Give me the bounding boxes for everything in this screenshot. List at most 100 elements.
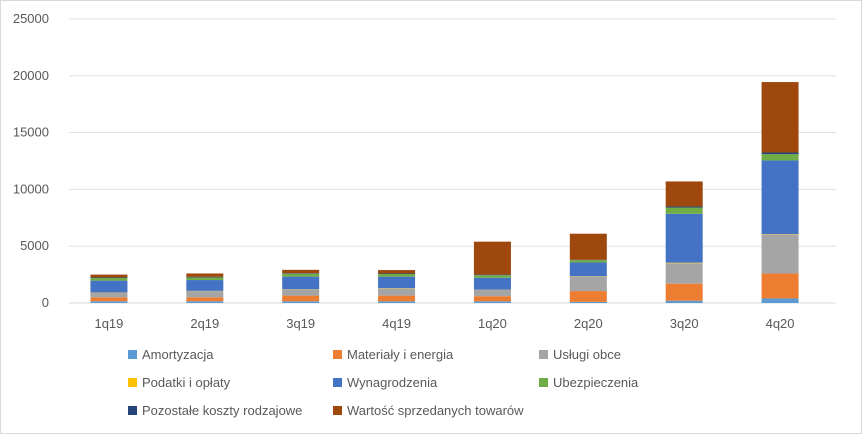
bar-segment bbox=[762, 152, 799, 154]
legend-item: Podatki i opłaty bbox=[128, 375, 231, 390]
x-axis-tick-labels: 1q19 2q19 3q19 4q19 1q20 2q20 3q20 4q20 bbox=[94, 316, 794, 331]
bar-segment bbox=[282, 301, 319, 303]
legend-item: Materiały i energia bbox=[333, 347, 454, 362]
y-tick-label: 15000 bbox=[13, 125, 49, 140]
legend-item: Usługi obce bbox=[539, 347, 621, 362]
bar-segment bbox=[570, 291, 607, 302]
bar-segment bbox=[762, 160, 799, 234]
legend-label: Materiały i energia bbox=[347, 347, 454, 362]
bar-segment bbox=[474, 275, 511, 276]
legend-swatch bbox=[333, 406, 342, 415]
legend-label: Amortyzacja bbox=[142, 347, 214, 362]
bar-segment bbox=[666, 181, 703, 206]
legend-label: Wynagrodzenia bbox=[347, 375, 438, 390]
legend-label: Ubezpieczenia bbox=[553, 375, 639, 390]
bar-segment bbox=[474, 242, 511, 275]
bar-segment bbox=[378, 273, 415, 274]
legend-item: Wynagrodzenia bbox=[333, 375, 438, 390]
bar-segment bbox=[90, 297, 127, 301]
x-tick-label: 3q20 bbox=[670, 316, 699, 331]
bar-segment bbox=[282, 274, 319, 277]
x-tick-label: 2q20 bbox=[574, 316, 603, 331]
bar-segment bbox=[474, 275, 511, 278]
bar-segment bbox=[90, 293, 127, 298]
bar-segment bbox=[282, 277, 319, 289]
bar-segment bbox=[666, 263, 703, 283]
bar-segment bbox=[570, 302, 607, 303]
legend-swatch bbox=[128, 350, 137, 359]
y-tick-label: 10000 bbox=[13, 181, 49, 196]
bar-segment bbox=[186, 273, 223, 276]
bar-segment bbox=[378, 296, 415, 302]
x-tick-label: 1q19 bbox=[94, 316, 123, 331]
bar-segment bbox=[186, 301, 223, 303]
bar-segment bbox=[90, 278, 127, 281]
bars bbox=[90, 82, 798, 303]
legend-swatch bbox=[128, 406, 137, 415]
legend-swatch bbox=[539, 350, 548, 359]
x-tick-label: 1q20 bbox=[478, 316, 507, 331]
bar-segment bbox=[186, 291, 223, 297]
bar-segment bbox=[90, 281, 127, 293]
bar-segment bbox=[474, 301, 511, 303]
legend: Amortyzacja Materiały i energia Usługi obc… bbox=[128, 347, 639, 418]
bar-segment bbox=[762, 273, 799, 298]
legend-label: Usługi obce bbox=[553, 347, 621, 362]
bar-segment bbox=[570, 260, 607, 262]
x-tick-label: 3q19 bbox=[286, 316, 315, 331]
legend-label: Pozostałe koszty rodzajowe bbox=[142, 403, 302, 418]
bar-segment bbox=[282, 289, 319, 295]
legend-label: Wartość sprzedanych towarów bbox=[347, 403, 524, 418]
bar-segment bbox=[186, 277, 223, 280]
y-tick-label: 20000 bbox=[13, 68, 49, 83]
bar-segment bbox=[762, 298, 799, 303]
legend-swatch bbox=[128, 378, 137, 387]
gridlines bbox=[69, 19, 836, 303]
legend-item: Wartość sprzedanych towarów bbox=[333, 403, 524, 418]
x-tick-label: 2q19 bbox=[190, 316, 219, 331]
bar-segment bbox=[666, 263, 703, 264]
bar-segment bbox=[762, 82, 799, 152]
bar-segment bbox=[282, 273, 319, 274]
x-tick-label: 4q20 bbox=[766, 316, 795, 331]
legend-swatch bbox=[333, 378, 342, 387]
bar-segment bbox=[282, 270, 319, 273]
bar-segment bbox=[378, 270, 415, 273]
bar-segment bbox=[666, 301, 703, 303]
y-tick-label: 25000 bbox=[13, 11, 49, 26]
bar-segment bbox=[570, 262, 607, 276]
legend-swatch bbox=[539, 378, 548, 387]
bar-segment bbox=[378, 288, 415, 295]
y-tick-label: 5000 bbox=[20, 238, 49, 253]
bar-segment bbox=[186, 277, 223, 278]
bar-segment bbox=[762, 234, 799, 235]
legend-swatch bbox=[333, 350, 342, 359]
bar-segment bbox=[186, 280, 223, 291]
legend-item: Ubezpieczenia bbox=[539, 375, 639, 390]
bar-segment bbox=[90, 301, 127, 303]
bar-segment bbox=[666, 284, 703, 301]
bar-segment bbox=[762, 235, 799, 274]
bar-segment bbox=[474, 278, 511, 290]
bar-segment bbox=[90, 275, 127, 278]
bar-segment bbox=[282, 296, 319, 302]
y-axis-tick-labels: 0 5000 10000 15000 20000 25000 bbox=[13, 11, 49, 310]
legend-label: Podatki i opłaty bbox=[142, 375, 231, 390]
bar-segment bbox=[666, 206, 703, 207]
bar-segment bbox=[474, 296, 511, 301]
bar-segment bbox=[186, 297, 223, 301]
bar-segment bbox=[570, 234, 607, 260]
bar-segment bbox=[666, 208, 703, 214]
bar-segment bbox=[666, 214, 703, 263]
x-tick-label: 4q19 bbox=[382, 316, 411, 331]
legend-item: Amortyzacja bbox=[128, 347, 214, 362]
bar-segment bbox=[474, 290, 511, 296]
legend-item: Pozostałe koszty rodzajowe bbox=[128, 403, 302, 418]
bar-segment bbox=[762, 154, 799, 160]
bar-segment bbox=[378, 274, 415, 277]
bar-segment bbox=[378, 277, 415, 288]
y-tick-label: 0 bbox=[42, 295, 49, 310]
bar-segment bbox=[570, 276, 607, 291]
